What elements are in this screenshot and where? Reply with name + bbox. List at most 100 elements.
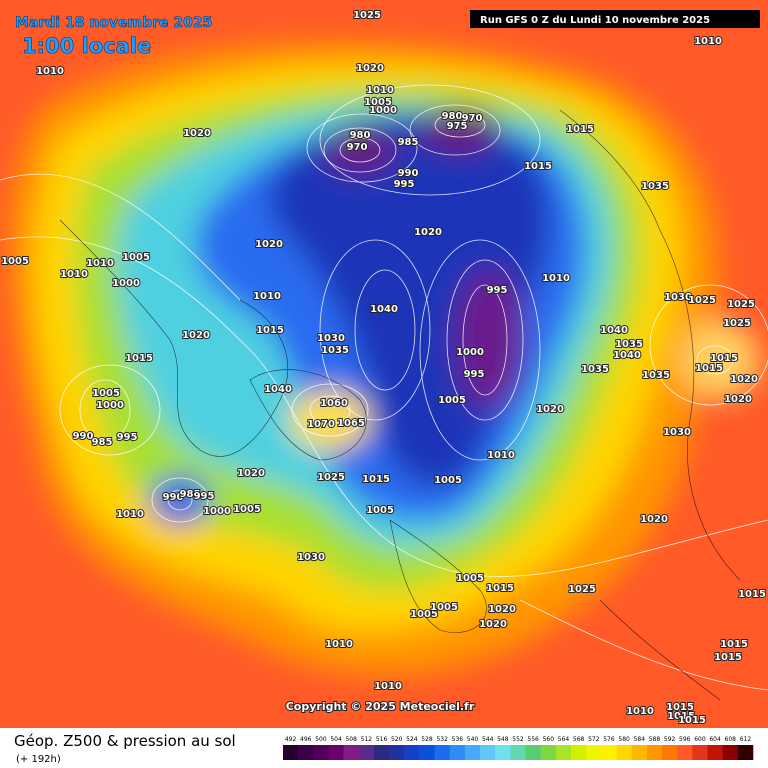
copyright: Copyright © 2025 Meteociel.fr xyxy=(286,700,475,713)
isobar-label: 995 xyxy=(487,285,508,296)
scale-swatch xyxy=(480,745,496,760)
isobar-label: 1020 xyxy=(488,604,516,615)
isobar-label: 1005 xyxy=(1,256,29,267)
isobar-label: 1010 xyxy=(253,291,281,302)
isobar-label: 1035 xyxy=(615,339,643,350)
isobar-label: 1025 xyxy=(353,10,381,21)
scale-swatch xyxy=(692,745,708,760)
isobar-label: 995 xyxy=(464,369,485,380)
scale-swatch xyxy=(495,745,511,760)
local-time: 1:00 locale xyxy=(22,34,151,58)
isobars xyxy=(0,84,768,691)
scale-label: 556 xyxy=(527,736,539,743)
isobar-label: 970 xyxy=(347,142,368,153)
isobar-label: 1025 xyxy=(688,295,716,306)
scale-swatch xyxy=(662,745,678,760)
isobar-label: 1000 xyxy=(369,105,397,116)
isobar-label: 1020 xyxy=(356,63,384,74)
isobar-label: 1040 xyxy=(600,325,628,336)
scale-swatch xyxy=(646,745,663,760)
isobar-label: 1015 xyxy=(710,353,738,364)
isobar-label: 1035 xyxy=(642,370,670,381)
isobar-label: 1015 xyxy=(678,715,706,726)
isobar-label: 1020 xyxy=(536,404,564,415)
isobar-label: 1010 xyxy=(542,273,570,284)
isobar-label: 1015 xyxy=(362,474,390,485)
scale-label: 524 xyxy=(406,736,418,743)
isobar-label: 985 xyxy=(180,489,201,500)
scale-label: 512 xyxy=(361,736,373,743)
isobar-label: 1035 xyxy=(321,345,349,356)
isobar-label: 1015 xyxy=(714,652,742,663)
scale-label: 560 xyxy=(543,736,555,743)
scale-label: 528 xyxy=(421,736,433,743)
isobar-label: 1005 xyxy=(122,252,150,263)
scale-label: 536 xyxy=(452,736,464,743)
scale-swatch xyxy=(737,745,754,760)
isobar-label: 1020 xyxy=(182,330,210,341)
scale-label: 544 xyxy=(482,736,494,743)
isobar-label: 1015 xyxy=(738,589,766,600)
isobar-label: 980 xyxy=(350,130,371,141)
isobar-label: 1020 xyxy=(730,374,758,385)
scale-swatch xyxy=(283,745,299,760)
isobar-label: 1015 xyxy=(524,161,552,172)
scale-swatch xyxy=(722,745,739,760)
scale-swatch xyxy=(404,745,420,760)
isobar-label: 1005 xyxy=(430,602,458,613)
isobar-label: 1010 xyxy=(36,66,64,77)
scale-swatch xyxy=(464,745,481,760)
scale-label: 588 xyxy=(649,736,661,743)
isobar-label: 1015 xyxy=(666,702,694,713)
isobar-label: 1010 xyxy=(366,85,394,96)
isobar-label: 1020 xyxy=(414,227,442,238)
scale-label: 516 xyxy=(376,736,388,743)
isobar-label: 1015 xyxy=(256,325,284,336)
isobar-label: 970 xyxy=(462,113,483,124)
scale-swatch xyxy=(358,745,375,760)
isobar-label: 1040 xyxy=(370,304,398,315)
isobar-label: 1035 xyxy=(581,364,609,375)
isobar-label: 995 xyxy=(194,491,215,502)
scale-swatch xyxy=(373,745,390,760)
isobar-label: 1015 xyxy=(695,363,723,374)
isobar-label: 1020 xyxy=(479,619,507,630)
isobar-label: 1000 xyxy=(456,347,484,358)
scale-swatch xyxy=(434,745,451,760)
isobar-label: 990 xyxy=(398,168,419,179)
scale-swatch xyxy=(389,745,405,760)
isobar-label: 1025 xyxy=(727,299,755,310)
scale-swatch xyxy=(343,745,360,760)
scale-label: 496 xyxy=(300,736,312,743)
isobar-label: 980 xyxy=(442,111,463,122)
scale-label: 540 xyxy=(467,736,479,743)
isobar-label: 995 xyxy=(117,432,138,443)
scale-label: 580 xyxy=(618,736,630,743)
isobar-label: 1005 xyxy=(92,388,120,399)
scale-swatch xyxy=(540,745,557,760)
isobar-label: 1025 xyxy=(723,318,751,329)
run-box xyxy=(470,10,760,28)
scale-label: 576 xyxy=(603,736,615,743)
isobar-label: 1030 xyxy=(317,333,345,344)
isobar-label: 1070 xyxy=(307,419,335,430)
scale-label: 600 xyxy=(694,736,706,743)
isobar-label: 1035 xyxy=(641,181,669,192)
lead-time: (+ 192h) xyxy=(16,754,61,765)
scale-label: 492 xyxy=(285,736,297,743)
isobar-label: 985 xyxy=(92,437,113,448)
scale-label: 520 xyxy=(391,736,403,743)
isobar-label: 1020 xyxy=(724,394,752,405)
isobar-label: 1005 xyxy=(366,505,394,516)
isobar-label: 1030 xyxy=(663,427,691,438)
isobar-label: 1005 xyxy=(456,573,484,584)
date: Mardi 18 novembre 2025 xyxy=(15,15,212,31)
color-scale: 492 496 500 504 508 512 516 520 524 528 532 536 540 5… xyxy=(283,736,754,760)
legend-title: Géop. Z500 & pression au sol xyxy=(14,732,236,750)
scale-label: 612 xyxy=(740,736,752,743)
scale-swatch xyxy=(313,745,329,760)
isobar-label: 1010 xyxy=(626,706,654,717)
